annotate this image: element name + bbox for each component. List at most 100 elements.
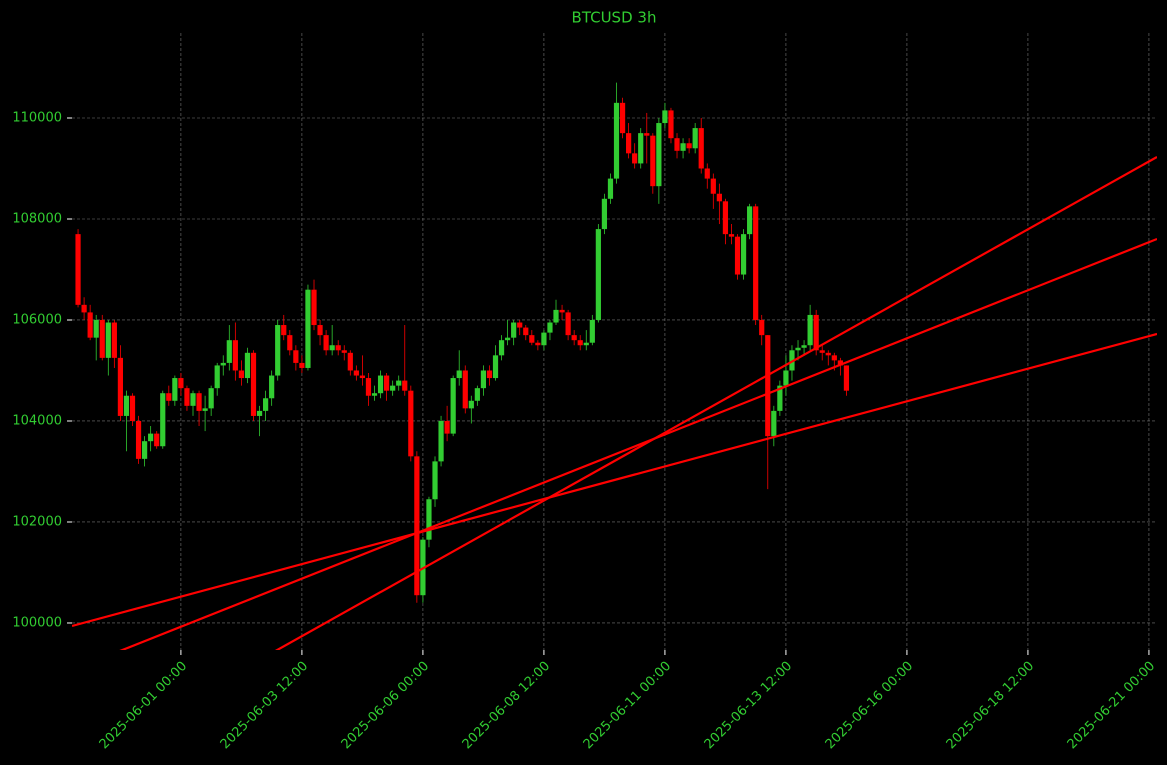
candle-body [692,128,698,149]
candle-body [819,350,825,353]
candle-body [813,314,819,351]
candle-body [256,410,263,416]
candle-body [142,441,148,459]
y-tick-label: 102000 [12,514,62,529]
candle-body [154,433,160,447]
candle-body [486,370,493,379]
candle-body [480,370,487,389]
candle-body [87,312,93,338]
y-tick-label: 110000 [12,110,62,125]
candle-body [438,420,444,462]
candle-body [244,352,251,379]
candle-body [498,340,505,356]
candle-body [517,322,523,328]
candle-body [317,325,323,336]
candle-body [426,499,432,540]
candle-body [456,370,462,379]
candle-body [81,304,87,313]
candle-body [680,143,686,151]
candle-body [462,370,468,409]
candle-body [226,340,232,363]
candle-body [178,378,184,389]
candle-body [390,385,396,391]
candle-body [117,357,124,416]
candle-body [710,178,716,194]
trend-line [72,332,1157,628]
candle-body [214,365,220,389]
candle-body [843,365,850,391]
candle-body [474,388,480,401]
candle-body [335,345,341,351]
candle-body [801,345,807,348]
candle-body [626,133,632,154]
candle-body [172,378,178,401]
candle-body [287,335,293,351]
candle-body [281,325,287,336]
candle-body [263,398,269,411]
candle-body [728,234,735,237]
candle-body [807,314,813,346]
candle-body [190,393,196,406]
y-tick-label: 100000 [12,615,62,630]
candle-body [777,385,783,411]
candle-body [111,322,117,358]
candle-body [740,234,747,275]
candle-body [396,380,402,386]
candle-body [589,319,595,343]
candle-body [547,322,553,333]
candle-body [305,289,311,368]
candle-body [837,360,843,366]
candle-body [99,319,105,358]
candle-body [632,153,638,164]
candle-body [402,380,408,391]
y-tick-label: 106000 [12,312,62,327]
candle-body [650,135,656,187]
candle-body [759,319,765,336]
candle-body [704,168,710,179]
candle-body [505,337,511,341]
candle-body [123,395,130,416]
candle-body [323,335,329,351]
candle-body [129,395,136,421]
candle-body [771,410,777,437]
candle-body [783,370,789,386]
candle-body [347,352,353,371]
candle-body [644,133,650,136]
candle-body [371,393,378,396]
candle-body [75,234,81,305]
candle-body [202,408,208,411]
candle-body [565,312,571,336]
y-tick-label: 104000 [12,413,62,428]
candle-body [299,362,305,368]
candle-body [529,335,535,343]
candle-body [196,393,202,411]
candle-body [184,388,190,406]
candle-body [613,102,620,179]
candle-body [638,133,644,164]
candle-body [365,378,372,396]
candle-body [619,102,626,134]
candle-body [275,325,281,376]
candle-body [553,309,559,323]
candle-body [341,350,347,353]
candle-body [208,388,214,409]
candle-body [408,390,414,457]
candle-body [559,309,565,313]
candle-body [220,362,226,366]
candle-body [432,461,438,500]
candle-body [607,178,614,199]
candle-body [238,370,245,379]
candle-body [414,456,420,596]
chart-title: BTCUSD 3h [572,9,657,27]
candle-body [595,229,601,320]
candle-body [765,335,771,437]
candle-body [662,110,668,124]
candle-body [250,352,257,416]
candle-body [160,393,166,447]
candle-body [734,236,741,275]
candle-body [716,193,722,202]
candle-body [105,322,111,358]
candle-body [329,345,335,351]
